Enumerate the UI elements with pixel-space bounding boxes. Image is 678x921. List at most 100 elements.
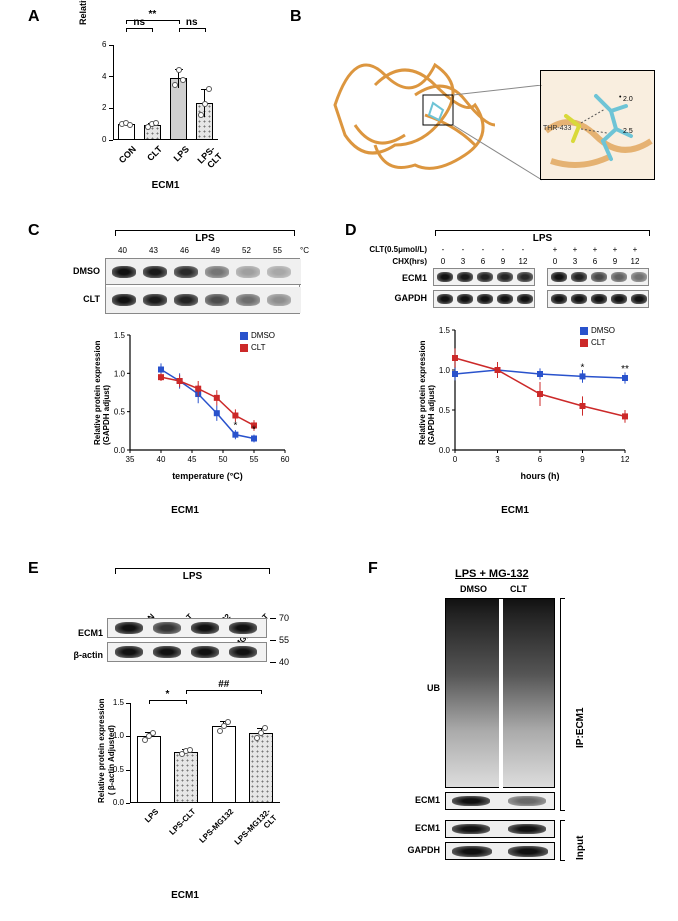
clt-flag: - bbox=[435, 245, 451, 254]
blot-band bbox=[153, 622, 181, 634]
temp-col: 40 bbox=[110, 246, 135, 255]
svg-text:50: 50 bbox=[219, 455, 228, 464]
xlabel: hours (h) bbox=[455, 471, 625, 481]
blot-band bbox=[143, 294, 167, 306]
blot-band bbox=[115, 622, 143, 634]
svg-text:1.0: 1.0 bbox=[439, 366, 451, 375]
chx-hrs: 6 bbox=[475, 257, 491, 266]
mw70: 70 bbox=[279, 613, 289, 623]
temp-col: 43 bbox=[141, 246, 166, 255]
svg-text:9: 9 bbox=[580, 455, 585, 464]
blot-band bbox=[477, 294, 493, 304]
blot-band bbox=[457, 272, 473, 282]
panel-e-label: E bbox=[28, 560, 39, 578]
blot-band bbox=[267, 266, 291, 278]
chart-title-e: ECM1 bbox=[115, 890, 255, 901]
ylabel: Relative protein expression(GAPDH adjust… bbox=[93, 341, 111, 445]
lps-heading: LPS bbox=[115, 230, 295, 244]
svg-text:60: 60 bbox=[281, 455, 290, 464]
blot-band bbox=[112, 266, 136, 278]
ytick: 2 bbox=[102, 103, 106, 112]
row-clt: CLT bbox=[55, 294, 100, 304]
blot-band bbox=[236, 266, 260, 278]
blot-band bbox=[437, 272, 453, 282]
blot-band bbox=[497, 294, 513, 304]
clt-flag: - bbox=[455, 245, 471, 254]
blot-band bbox=[229, 622, 257, 634]
ytick: 4 bbox=[102, 72, 106, 81]
blot-band bbox=[517, 294, 533, 304]
blot-band bbox=[143, 266, 167, 278]
lps-heading-e: LPS bbox=[115, 568, 270, 582]
panel-d-label: D bbox=[345, 222, 357, 240]
svg-text:6: 6 bbox=[538, 455, 543, 464]
gapdh-input-band bbox=[445, 842, 555, 860]
blot-band bbox=[591, 272, 607, 282]
blot-band bbox=[191, 622, 219, 634]
clt-flag: - bbox=[495, 245, 511, 254]
temp-col: 52 bbox=[234, 246, 259, 255]
lane-clt: CLT bbox=[510, 584, 527, 594]
blot-band bbox=[571, 272, 587, 282]
blot-band bbox=[551, 272, 567, 282]
blot-band bbox=[174, 266, 198, 278]
row-ecm1-e: ECM1 bbox=[55, 628, 103, 638]
blot-band bbox=[236, 294, 260, 306]
panel-a-barchart: 0 2 4 6 Relative mRNA level CONCLTLPSLPS… bbox=[78, 25, 228, 195]
temp-col: 49 bbox=[203, 246, 228, 255]
blot-band bbox=[477, 272, 493, 282]
ip-label: IP:ECM1 bbox=[575, 707, 586, 748]
blot-band bbox=[437, 294, 453, 304]
ytick: 0 bbox=[102, 135, 106, 144]
ecm1-input-label: ECM1 bbox=[400, 823, 440, 833]
chart-title: ECM1 bbox=[113, 180, 218, 191]
chx-hrs: 12 bbox=[515, 257, 531, 266]
svg-text:2.0: 2.0 bbox=[623, 96, 633, 103]
x-category: CON bbox=[106, 144, 138, 176]
row-clt-dose: CLT(0.5μmol/L) bbox=[347, 245, 427, 254]
svg-text:45: 45 bbox=[188, 455, 197, 464]
clt-flag: + bbox=[567, 245, 583, 254]
row-ecm1-d: ECM1 bbox=[347, 273, 427, 283]
chx-hrs: 9 bbox=[495, 257, 511, 266]
blot-band bbox=[517, 272, 533, 282]
panel-b-label: B bbox=[290, 8, 302, 26]
ub-label: UB bbox=[400, 683, 440, 693]
svg-text:2.5: 2.5 bbox=[623, 128, 633, 135]
legend-item: DMSO bbox=[580, 326, 615, 335]
blot-band bbox=[115, 646, 143, 658]
ylabel: Relative protein expression(GAPDH adjust… bbox=[418, 341, 436, 445]
x-category: CLT bbox=[133, 144, 165, 176]
blot-band bbox=[112, 294, 136, 306]
row-bactin-e: β-actin bbox=[55, 650, 103, 660]
clt-flag: + bbox=[587, 245, 603, 254]
mw40: 40 bbox=[279, 657, 289, 667]
clt-flag: + bbox=[607, 245, 623, 254]
svg-text:1.0: 1.0 bbox=[114, 369, 126, 378]
heading-f: LPS + MG-132 bbox=[455, 568, 529, 580]
residue-label: THR-433 bbox=[543, 125, 571, 132]
chx-hrs: 9 bbox=[607, 257, 623, 266]
chx-hrs: 6 bbox=[587, 257, 603, 266]
chart-title-c: ECM1 bbox=[115, 505, 255, 516]
blot-band bbox=[457, 294, 473, 304]
svg-text:40: 40 bbox=[157, 455, 166, 464]
panel-d: LPS CLT(0.5μmol/L) CHX(hrs) -0-3-6-9-12+… bbox=[365, 230, 660, 530]
clt-flag: - bbox=[475, 245, 491, 254]
chx-hrs: 0 bbox=[435, 257, 451, 266]
xlabel: temperature (°C) bbox=[130, 471, 285, 481]
blot-band bbox=[611, 272, 627, 282]
clt-flag: + bbox=[627, 245, 643, 254]
bar bbox=[249, 733, 273, 803]
svg-text:0.5: 0.5 bbox=[439, 406, 451, 415]
lane-dmso: DMSO bbox=[460, 584, 487, 594]
blot-band bbox=[205, 266, 229, 278]
svg-text:0.5: 0.5 bbox=[114, 408, 126, 417]
svg-text:12: 12 bbox=[621, 455, 630, 464]
panel-f-label: F bbox=[368, 560, 378, 578]
ip-smear bbox=[445, 598, 555, 788]
clt-flag: - bbox=[515, 245, 531, 254]
blot-band bbox=[631, 272, 647, 282]
ytick: 6 bbox=[102, 40, 106, 49]
chart-title-d: ECM1 bbox=[445, 505, 585, 516]
